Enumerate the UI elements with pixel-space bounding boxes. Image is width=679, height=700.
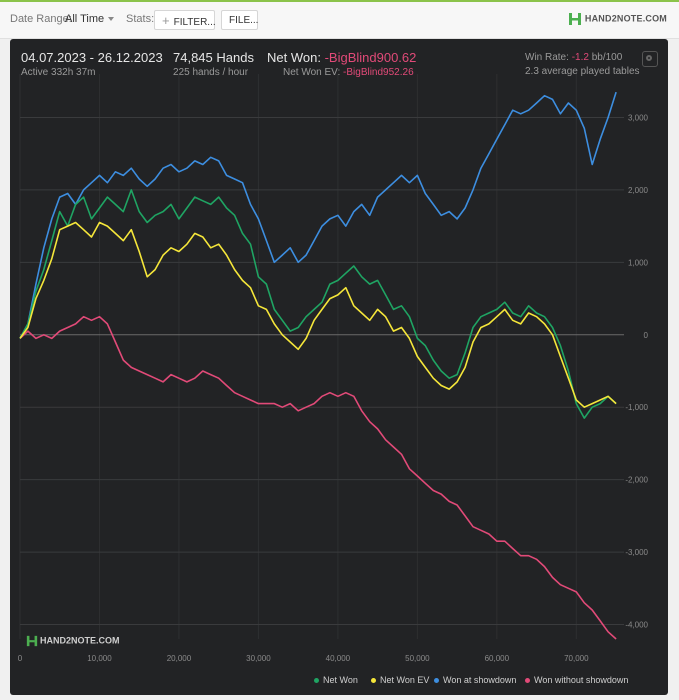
win-rate-value: -1.2 bbox=[571, 52, 589, 63]
y-tick-label: -2,000 bbox=[625, 476, 648, 485]
graph-panel: 04.07.2023 - 26.12.2023 Active 332h 37m … bbox=[10, 39, 668, 695]
series-line-net-won bbox=[19, 189, 617, 419]
net-won-ev-value: -BigBlind952.26 bbox=[343, 67, 414, 78]
filter-button-label: FILTER... bbox=[173, 17, 216, 28]
hand2note-logo-icon bbox=[568, 12, 582, 26]
y-tick-label: 2,000 bbox=[628, 186, 649, 195]
x-tick-label: 30,000 bbox=[246, 654, 271, 663]
net-won: Net Won: -BigBlind900.62 bbox=[267, 50, 416, 65]
plus-icon: + bbox=[162, 13, 170, 28]
hands-per-hour: 225 hands / hour bbox=[173, 67, 249, 78]
hands-count: 74,845 Hands bbox=[173, 50, 254, 65]
net-won-ev: Net Won EV: -BigBlind952.26 bbox=[283, 67, 414, 78]
date-range-label: Date Range: bbox=[10, 13, 72, 25]
legend-dot-showdown bbox=[434, 678, 439, 684]
legend-dot-non-showdown bbox=[525, 678, 530, 684]
stats-label: Stats: bbox=[126, 13, 155, 25]
file-button[interactable]: FILE... bbox=[221, 10, 258, 30]
x-tick-label: 60,000 bbox=[485, 654, 510, 663]
legend-label-net-won-ev: Net Won EV bbox=[380, 675, 430, 685]
y-tick-label: 3,000 bbox=[628, 113, 649, 122]
y-tick-label: -4,000 bbox=[625, 621, 648, 630]
legend-label-net-won: Net Won bbox=[323, 675, 358, 685]
y-tick-label: -3,000 bbox=[625, 548, 648, 557]
legend-dot-net-won bbox=[314, 678, 319, 684]
win-rate-unit: bb/100 bbox=[591, 52, 623, 63]
brand-text: HAND2NOTE.COM bbox=[584, 13, 667, 24]
win-rate: Win Rate: -1.2 bb/100 bbox=[525, 52, 622, 63]
net-won-value: -BigBlind900.62 bbox=[324, 50, 417, 65]
legend-showdown[interactable]: Won at showdown bbox=[434, 675, 516, 685]
active-time: Active 332h 37m bbox=[21, 67, 96, 78]
legend-label-non-showdown: Won without showdown bbox=[534, 675, 629, 685]
x-tick-label: 20,000 bbox=[167, 654, 192, 663]
x-tick-label: 40,000 bbox=[326, 654, 351, 663]
chevron-down-icon bbox=[108, 17, 115, 22]
date-range-value: All Time bbox=[65, 13, 105, 25]
x-tick-label: 0 bbox=[18, 654, 23, 663]
legend-non-showdown[interactable]: Won without showdown bbox=[525, 675, 628, 685]
hand2note-watermark-icon bbox=[26, 635, 38, 647]
net-won-ev-label: Net Won EV: bbox=[283, 67, 341, 78]
y-tick-label: 1,000 bbox=[628, 258, 649, 267]
settings-gear-icon[interactable] bbox=[642, 51, 658, 67]
tables-avg: 2.3 average played tables bbox=[525, 66, 640, 77]
top-accent-bar bbox=[0, 0, 679, 2]
legend-label-showdown: Won at showdown bbox=[443, 675, 517, 685]
win-rate-label: Win Rate: bbox=[525, 52, 569, 63]
bankroll-line-chart: 0 10,000 20,000 30,000 40,000 50,000 60,000 70,… bbox=[18, 74, 649, 663]
watermark-text: HAND2NOTE.COM bbox=[40, 635, 120, 646]
net-won-label: Net Won: bbox=[267, 50, 321, 65]
date-span: 04.07.2023 - 26.12.2023 bbox=[21, 50, 163, 65]
x-tick-label: 10,000 bbox=[87, 654, 112, 663]
legend-net-won-ev[interactable]: Net Won EV bbox=[371, 675, 429, 685]
y-tick-label: 0 bbox=[644, 331, 649, 340]
date-range-select[interactable]: All Time bbox=[65, 13, 115, 25]
x-tick-label: 70,000 bbox=[564, 654, 589, 663]
legend-dot-net-won-ev bbox=[371, 678, 376, 684]
x-tick-label: 50,000 bbox=[405, 654, 430, 663]
series-line-non-showdown bbox=[19, 315, 617, 640]
series-line-net-won-ev bbox=[19, 221, 617, 409]
file-button-label: FILE... bbox=[229, 15, 259, 26]
filter-button[interactable]: + FILTER... bbox=[154, 10, 216, 30]
series-line-showdown bbox=[19, 91, 617, 339]
toolbar: Date Range: All Time Stats: + FILTER... F… bbox=[0, 2, 679, 39]
legend-net-won[interactable]: Net Won bbox=[314, 675, 358, 685]
y-tick-label: -1,000 bbox=[625, 403, 648, 412]
watermark-logo: HAND2NOTE.COM bbox=[26, 635, 120, 647]
brand-logo[interactable]: HAND2NOTE.COM bbox=[568, 12, 667, 26]
